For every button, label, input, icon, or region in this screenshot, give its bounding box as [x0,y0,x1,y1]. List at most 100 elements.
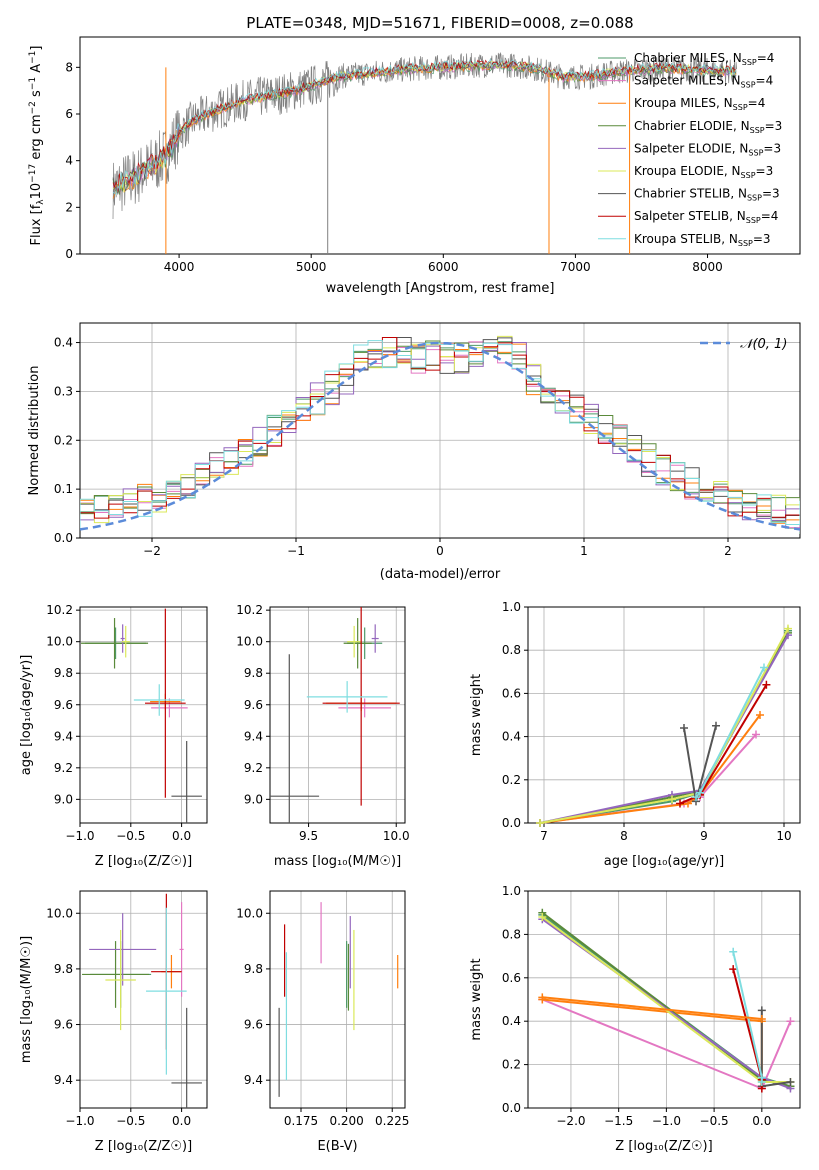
point-marker [784,624,792,633]
y-tick-label: 2 [65,200,73,214]
y-axis-label: mass weight [469,958,484,1040]
point-marker [757,1006,766,1015]
x-tick-label: 0.175 [284,1114,318,1128]
point-marker [762,680,771,689]
mass-weight-line [539,634,789,824]
y-tick-label: 9.6 [244,1018,263,1032]
x-axis-label: Z [log₁₀(Z/Z☉)] [95,1139,192,1154]
x-axis-label: (data-model)/error [380,567,501,582]
y-tick-label: 9.0 [54,792,73,806]
y-tick-label: 0.6 [502,686,521,700]
y-tick-label: 0.0 [502,1101,521,1115]
y-tick-label: 10.0 [46,635,73,649]
x-axis-label: Z [log₁₀(Z/Z☉)] [615,1139,712,1154]
mass-vs-EBV-axes: 0.175 0.200 0.225 9.4 9.6 9.8 10.0 [236,890,409,1128]
point-marker [692,793,700,802]
y-tick-label: 9.2 [244,761,263,775]
x-axis-label: wavelength [Angstrom, rest frame] [326,281,555,296]
y-tick-label: 4 [65,154,73,168]
x-tick-label: −0.5 [700,1114,729,1128]
axes-frame [269,606,406,824]
y-tick-label: 9.6 [54,1018,73,1032]
axes-frame [79,36,801,255]
axes-frame [79,606,208,824]
y-tick-label: 9.4 [54,729,73,743]
axes-frame [269,890,406,1109]
legend-entry: Chabrier MILES, NSSP=4 [634,51,774,67]
point-marker [668,795,676,804]
point-marker [680,723,688,732]
y-tick-label: 0.2 [502,773,521,787]
point-marker [729,947,738,956]
legend-entry: Chabrier STELIB, NSSP=3 [634,187,780,203]
point-marker [786,1077,795,1086]
y-axis-label: Normed distribution [27,366,42,496]
legend-entry: 𝒩(0, 1) [740,337,787,352]
x-tick-label: 0.200 [329,1114,363,1128]
axes-frame [527,606,801,824]
x-tick-label: −0.5 [116,829,145,843]
point-marker [729,965,738,974]
x-tick-label: 0.225 [375,1114,409,1128]
point-marker [536,819,544,827]
y-tick-label: 0.0 [502,816,521,830]
y-tick-label: 0.8 [502,643,521,657]
legend-entry: Kroupa STELIB, NSSP=3 [634,232,771,248]
y-tick-label: 8 [65,60,73,74]
x-tick-label: 0.0 [172,1114,191,1128]
point-marker [757,1077,766,1086]
x-tick-label: −2.0 [556,1114,585,1128]
point-marker [696,788,704,797]
legend-entry: Salpeter MILES, NSSP=4 [634,74,773,90]
y-tick-label: 9.6 [244,698,263,712]
point-marker [752,730,760,739]
spectrum-axes: 4000 5000 6000 7000 8000 0 2 4 6 8 [65,36,801,274]
y-tick-label: 10.2 [46,603,73,617]
y-tick-label: 9.4 [54,1073,73,1087]
y-tick-label: 10.0 [236,635,263,649]
x-tick-label: 0.0 [752,1114,771,1128]
age-vs-Z-axes: −1.0 −0.5 0.0 9.0 9.2 9.4 9.6 9.8 10.0 10.2 [46,603,208,843]
x-tick-label: 9 [700,829,708,843]
x-tick-label: −1 [287,544,305,558]
point-marker [676,799,684,808]
point-marker [712,721,720,730]
x-tick-label: 1 [580,544,588,558]
x-tick-label: −1.0 [65,1114,94,1128]
y-axis-label: mass [log₁₀(M/M☉)] [19,936,34,1063]
x-axis-label: E(B-V) [317,1139,357,1154]
y-tick-label: 9.4 [244,1073,263,1087]
x-tick-label: 9.5 [299,829,318,843]
y-tick-label: 9.4 [244,729,263,743]
y-tick-label: 6 [65,107,73,121]
residual-histogram-axes: −2 −1 0 1 2 0.0 0.1 0.2 0.3 0.4 [54,322,801,558]
axes-frame [79,322,801,539]
x-tick-label: −2 [143,544,161,558]
y-tick-label: 9.8 [54,962,73,976]
point-marker [786,1017,795,1026]
y-tick-label: 10.0 [46,906,73,920]
x-tick-label: 2 [724,544,732,558]
y-tick-label: 0.1 [54,482,73,496]
y-axis-label: mass weight [469,674,484,756]
y-tick-label: 0.3 [54,384,73,398]
legend-entry: Chabrier ELODIE, NSSP=3 [634,119,782,135]
y-tick-label: 0.4 [54,336,73,350]
axes-frame [79,890,208,1109]
legend-entry: Kroupa ELODIE, NSSP=3 [634,164,773,180]
mass-weight-line [539,714,761,824]
y-tick-label: 1.0 [502,884,521,898]
x-tick-label: −1.0 [652,1114,681,1128]
mass-weight-line [760,1010,791,1088]
y-tick-label: 9.8 [244,666,263,680]
y-tick-label: 0.8 [502,927,521,941]
y-tick-label: 0.2 [502,1058,521,1072]
legend-entry: Salpeter STELIB, NSSP=4 [634,209,778,225]
x-tick-label: −1.5 [604,1114,633,1128]
mass-weight-line [539,628,789,824]
x-tick-label: 0.0 [172,829,191,843]
x-tick-label: 5000 [296,260,327,274]
y-tick-label: 9.2 [54,761,73,775]
x-tick-label: 8000 [692,260,723,274]
